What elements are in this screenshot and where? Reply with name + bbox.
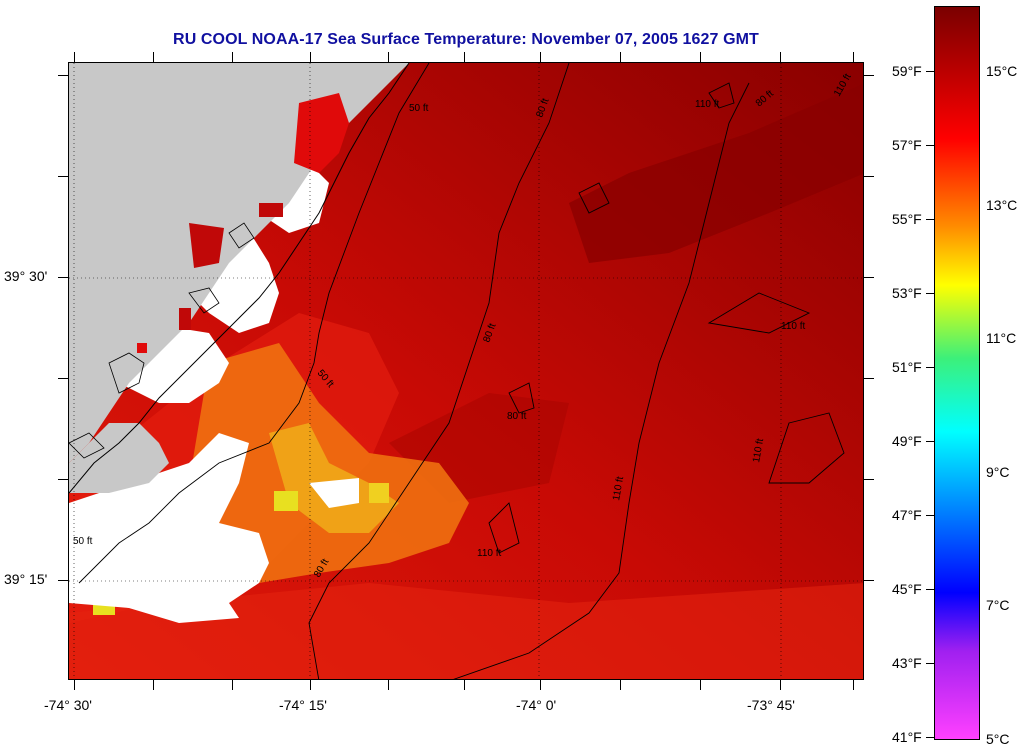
inland-warm-patch — [294, 93, 349, 173]
colorbar-f-tick — [926, 737, 934, 738]
contour-label: 110 ft — [695, 99, 719, 110]
x-tick-label: -73° 45' — [747, 697, 795, 713]
y-tick-label: 39° 15' — [4, 571, 48, 587]
contour-label: 110 ft — [751, 437, 766, 463]
colorbar-f-tick — [926, 293, 934, 294]
cool-spot — [274, 491, 298, 511]
no-data-area — [309, 478, 359, 508]
contour-label: 80 ft — [507, 411, 527, 422]
graticule — [69, 63, 863, 679]
x-tick-label: -74° 30' — [44, 697, 92, 713]
colorbar-c-label: 5°C — [986, 730, 1010, 747]
colorbar-f-label: 53°F — [892, 285, 922, 301]
sst-map[interactable]: 50 ft 80 ft 110 ft 80 ft 110 ft 80 ft 11… — [68, 62, 864, 680]
contour-label: 50 ft — [409, 103, 429, 114]
inland-warm-patch — [189, 223, 224, 268]
colorbar-f-tick — [926, 441, 934, 442]
colorbar-f-tick — [926, 219, 934, 220]
cool-patch-yellow — [269, 423, 399, 533]
contour-label: 110 ft — [781, 321, 805, 332]
inland-warm-patch — [259, 203, 283, 217]
depth-contours — [78, 63, 845, 679]
colorbar-f-tick — [926, 589, 934, 590]
x-tick-label: -74° 15' — [279, 697, 327, 713]
colorbar-f-tick — [926, 367, 934, 368]
no-data-area — [69, 433, 269, 623]
map-title: RU COOL NOAA-17 Sea Surface Temperature:… — [173, 31, 759, 48]
colorbar-c-label: 11°C — [986, 330, 1017, 346]
colorbar-f-tick — [926, 71, 934, 72]
colorbar-f-tick — [926, 663, 934, 664]
southern-band — [69, 583, 863, 679]
contour-label: 50 ft — [73, 536, 93, 547]
inland-warm-patch — [137, 343, 147, 353]
y-tick-label: 39° 30' — [4, 268, 48, 284]
cool-spot — [369, 483, 389, 503]
colorbar-c-label: 15°C — [986, 63, 1018, 79]
coastline — [69, 222, 255, 459]
colorbar-f-label: 43°F — [892, 655, 922, 671]
x-tick-label: -74° 0' — [516, 697, 557, 713]
colorbar-f-label: 49°F — [892, 433, 922, 449]
colorbar-c-label: 9°C — [986, 463, 1010, 480]
inland-warm-patch — [179, 308, 191, 330]
colorbar-f-label: 51°F — [892, 359, 922, 375]
colorbar-f-label: 41°F — [892, 729, 922, 745]
land-area — [69, 423, 169, 493]
colorbar-f-label: 47°F — [892, 507, 922, 523]
contour-label: 110 ft — [477, 548, 501, 559]
colorbar-f-label: 45°F — [892, 581, 922, 597]
colorbar-c-label: 13°C — [986, 196, 1018, 213]
coastline — [69, 63, 410, 494]
contour-label: 110 ft — [611, 475, 626, 501]
colorbar-f-tick — [926, 145, 934, 146]
colorbar-f-label: 59°F — [892, 63, 922, 79]
colorbar-f-tick — [926, 515, 934, 516]
colorbar-f-label: 57°F — [892, 137, 922, 153]
colorbar-f-label: 55°F — [892, 211, 922, 227]
temperature-colorbar — [934, 6, 980, 740]
colorbar-c-label: 7°C — [986, 597, 1010, 613]
land-area — [69, 63, 409, 463]
